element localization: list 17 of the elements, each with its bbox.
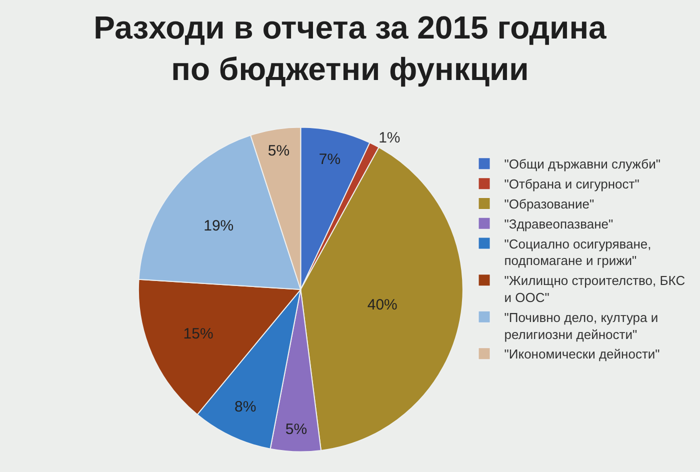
data-label: 5%: [285, 421, 308, 438]
legend-label: "Здравеопазване": [504, 216, 614, 232]
legend-label: "Социално осигуряване, подпомагане и грижи": [504, 236, 652, 268]
legend-label: "Жилищно строителство, БКС и ООС": [504, 273, 686, 306]
data-label: 5%: [268, 142, 290, 160]
legend-label: "Икономически дейности": [504, 346, 660, 362]
chart-title: Разходи в отчета за 2015 година по бюджетни функции: [94, 9, 607, 87]
legend-label: "Образование": [504, 196, 594, 212]
data-label: 7%: [318, 151, 341, 168]
data-label: 8%: [234, 398, 256, 416]
legend-label: "Отбрана и сигурност": [504, 176, 640, 192]
legend-label: "Почивно дело, култура и религиозни дейности": [504, 310, 658, 342]
data-label: 15%: [183, 325, 214, 342]
data-label: 1%: [378, 130, 400, 147]
data-label: 40%: [367, 296, 398, 314]
legend-label: "Общи държавни служби": [504, 156, 661, 172]
data-label: 19%: [204, 217, 234, 234]
